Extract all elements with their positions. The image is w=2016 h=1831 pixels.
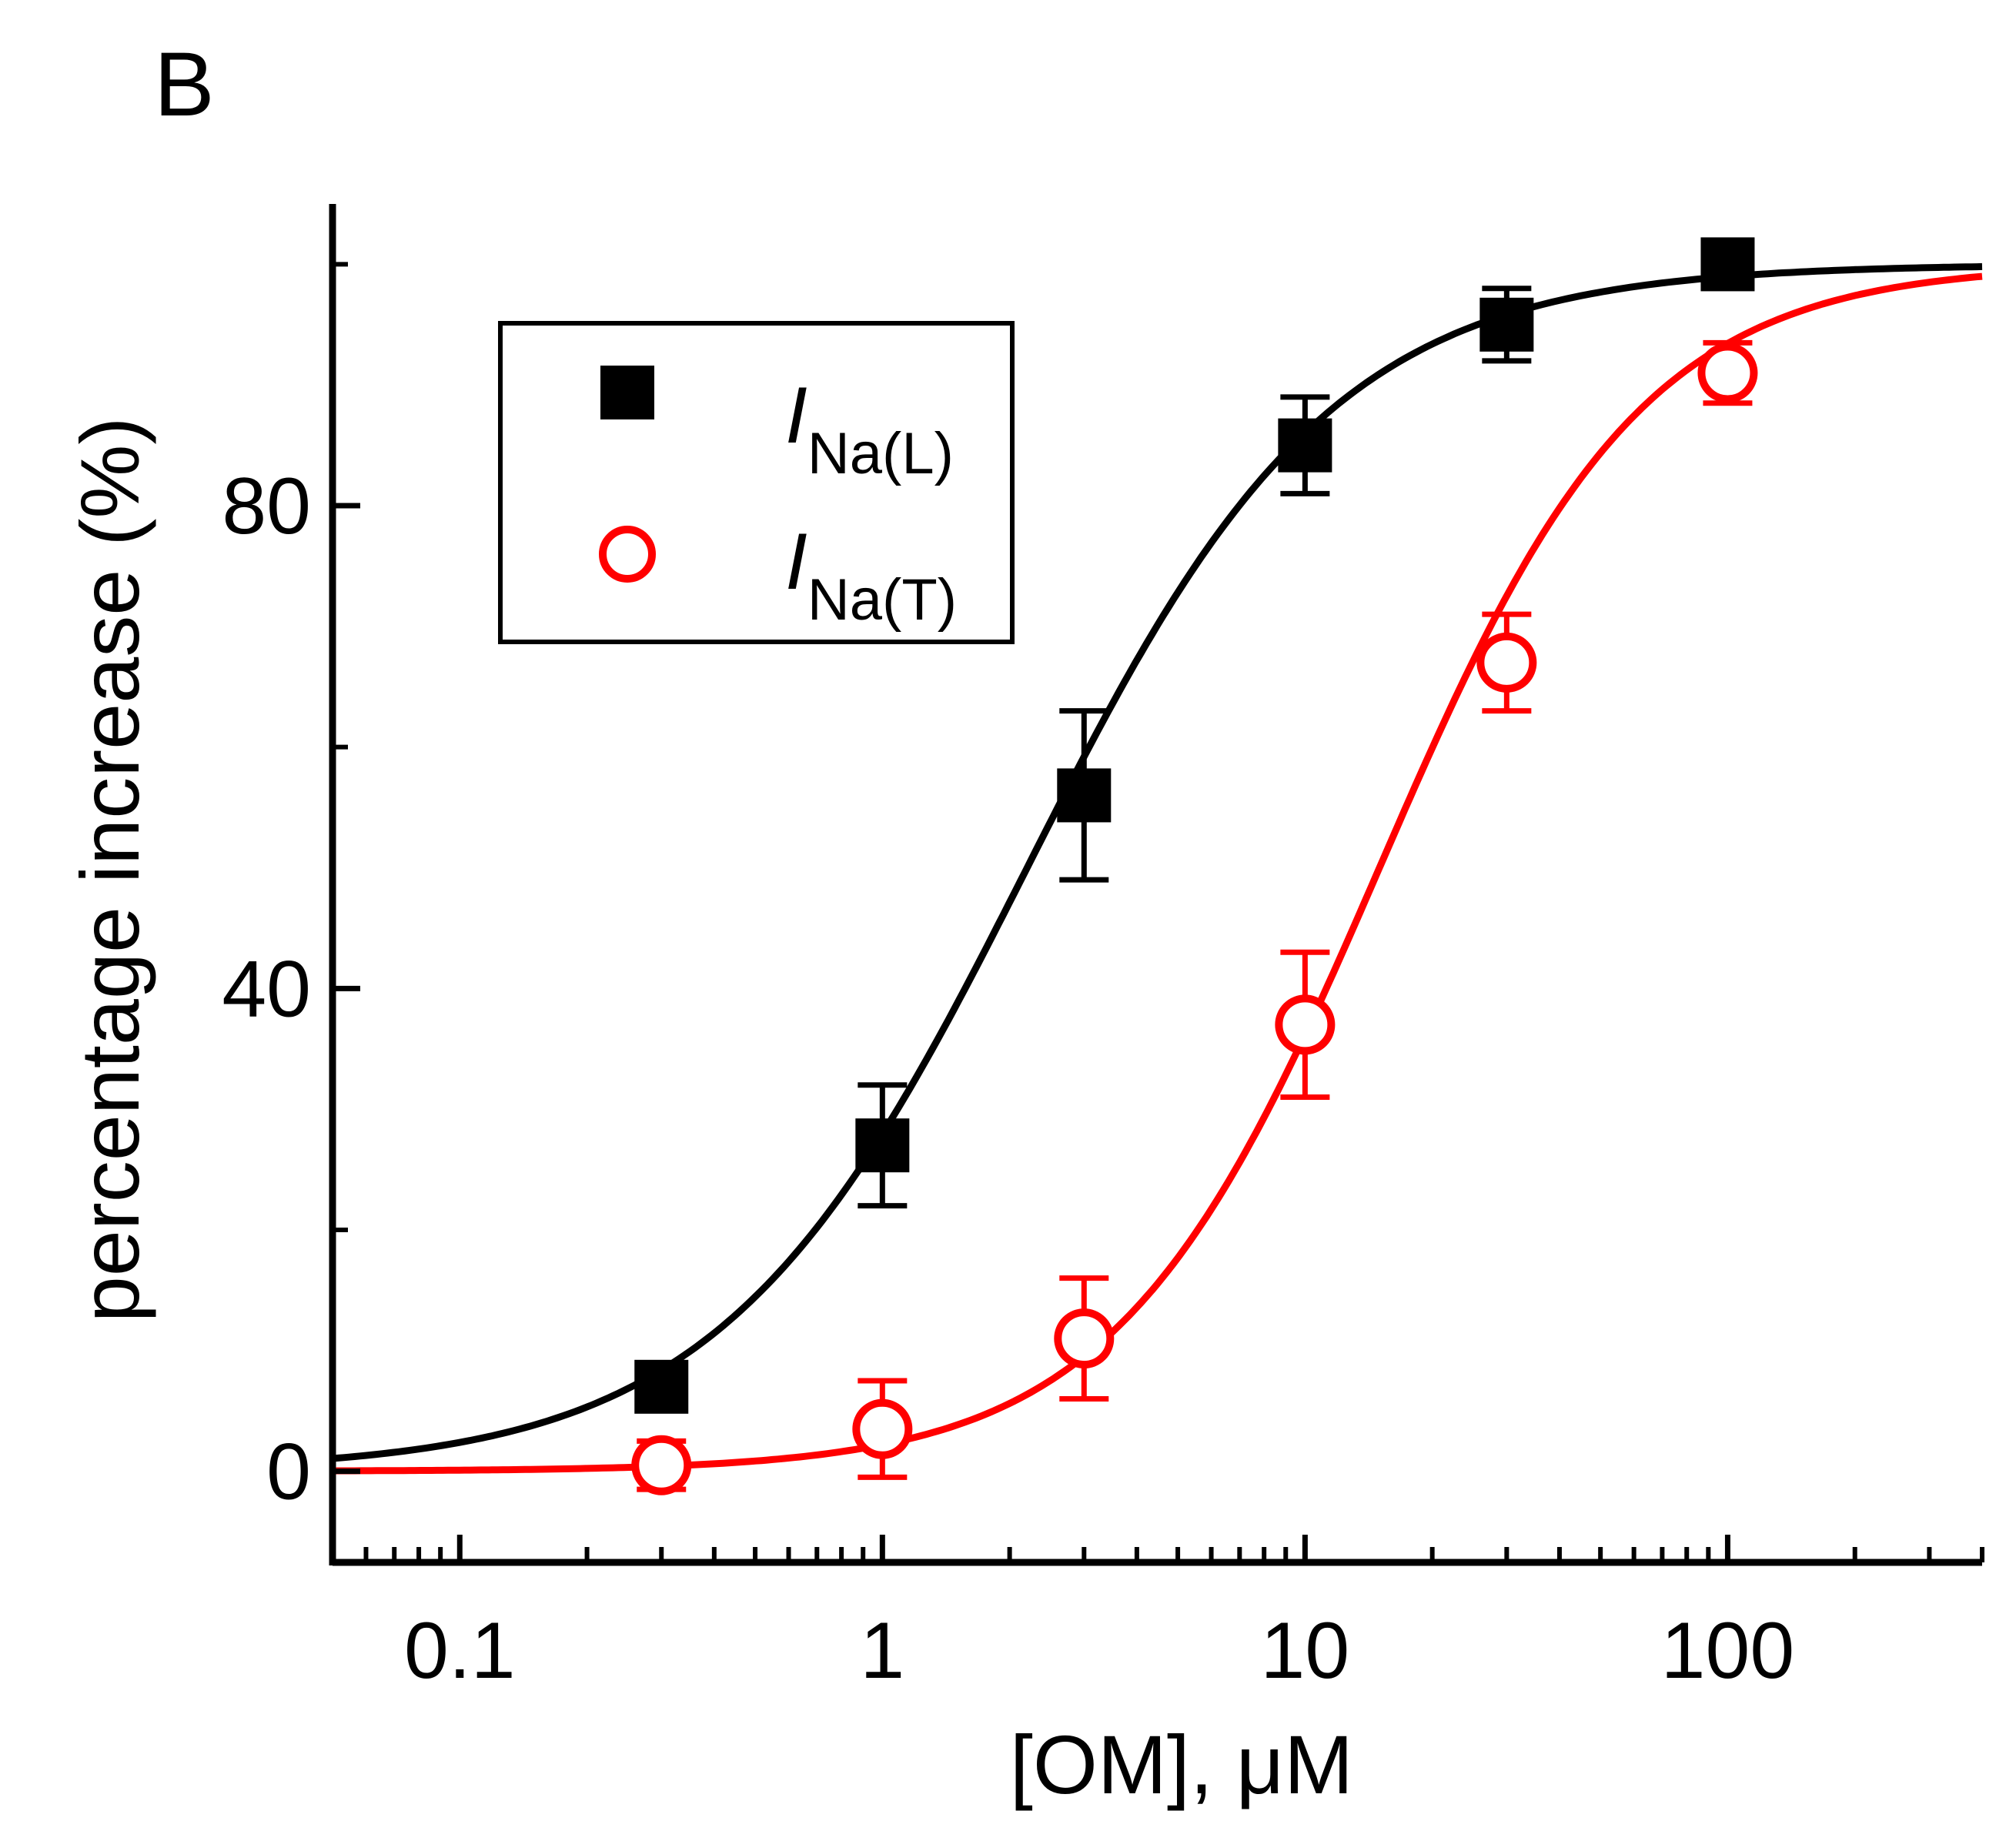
data-point-circle (1275, 994, 1336, 1055)
legend-ina-l-main: I (785, 371, 807, 460)
y-tick-label: 80 (222, 462, 311, 551)
series-ina-t (332, 272, 1983, 1495)
legend-ina-t-sub: Na(T) (807, 567, 957, 633)
series-ina-l (332, 237, 1983, 1462)
x-axis: 0.1 1 10 100 (330, 1535, 1984, 1696)
data-point-circle (1054, 1308, 1115, 1369)
data-point-circle (852, 1398, 913, 1459)
panel-label: B (154, 34, 215, 135)
y-tick-label: 0 (266, 1428, 311, 1517)
data-point-square (1479, 297, 1534, 352)
plot-area (332, 237, 1983, 1495)
x-tick-label: 0.1 (404, 1606, 516, 1696)
x-tick-label: 10 (1261, 1606, 1350, 1696)
data-point-square (1700, 237, 1755, 292)
y-axis: 0 40 80 (222, 204, 360, 1565)
legend-label-ina-t: INa(T) (785, 517, 957, 633)
data-point-square (855, 1118, 910, 1173)
legend-ina-l-sub: Na(L) (807, 421, 954, 486)
legend-label-ina-l: INa(L) (785, 371, 954, 486)
y-tick-label: 40 (222, 944, 311, 1034)
legend-ina-t-main: I (785, 517, 807, 606)
legend-box (498, 321, 1015, 644)
data-point-square (1057, 768, 1112, 823)
x-axis-label: [OM], μM (1010, 1718, 1353, 1811)
x-tick-label: 100 (1661, 1606, 1795, 1696)
data-point-circle (1697, 342, 1758, 403)
data-point-square (1278, 418, 1332, 473)
data-point-circle (631, 1435, 692, 1495)
data-point-circle (1476, 632, 1537, 693)
legend-marker-circle (599, 526, 656, 583)
data-point-square (634, 1359, 689, 1414)
y-axis-label: percentage increase (%) (63, 417, 156, 1323)
x-tick-label: 1 (860, 1606, 904, 1696)
legend-marker-square (600, 366, 654, 419)
legend: INa(L) INa(T) (498, 321, 1015, 644)
